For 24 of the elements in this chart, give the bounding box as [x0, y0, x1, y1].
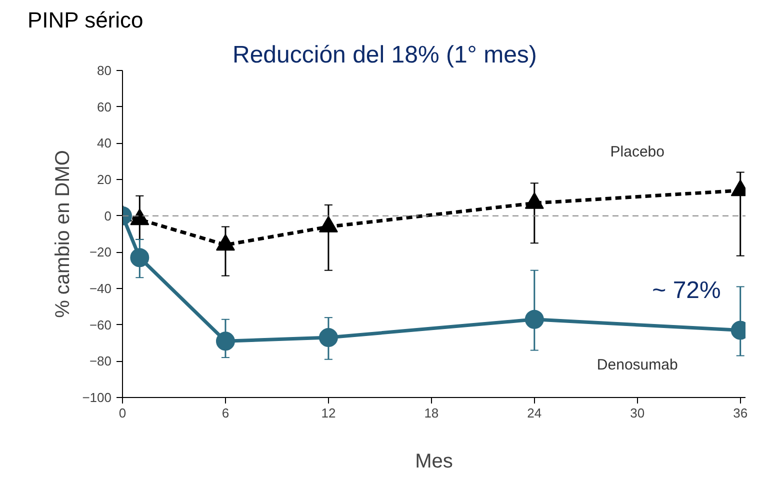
- series-label: Denosumab: [596, 356, 678, 374]
- y-tick-label: 20: [97, 172, 112, 187]
- y-tick-label: 0: [104, 208, 112, 224]
- y-tick-label: 80: [97, 63, 112, 78]
- annotation: ~ 72%: [652, 277, 721, 304]
- chart-title: PINP sérico: [28, 8, 144, 32]
- x-axis-title: Mes: [415, 450, 453, 472]
- y-tick-label: 40: [97, 136, 112, 151]
- x-tick-label: 18: [424, 406, 439, 420]
- x-tick-label: 30: [630, 406, 645, 420]
- x-tick-label: 24: [527, 406, 542, 420]
- y-tick-label: −60: [89, 317, 112, 332]
- y-tick-label: −20: [89, 244, 112, 260]
- y-tick-label: −80: [89, 354, 112, 369]
- x-tick-label: 12: [321, 406, 336, 420]
- chart-subtitle: Reducción del 18% (1° mes): [232, 42, 537, 68]
- x-tick-label: 36: [733, 406, 748, 420]
- y-tick-label: 60: [97, 99, 112, 114]
- y-tick-label: −100: [82, 390, 112, 405]
- text: Placebo: [610, 143, 664, 160]
- x-tick-label: 6: [222, 406, 230, 420]
- y-tick-label: −40: [89, 281, 112, 296]
- y-axis-title: % cambio en DMO: [52, 150, 74, 318]
- x-tick-label: 0: [118, 406, 126, 420]
